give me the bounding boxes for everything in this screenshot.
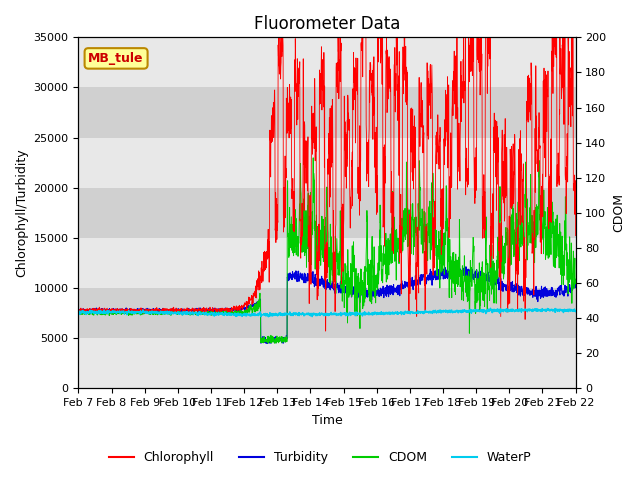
Y-axis label: Chlorophyll/Turbidity: Chlorophyll/Turbidity bbox=[15, 148, 28, 277]
Bar bbox=[79, 188, 575, 238]
Bar bbox=[79, 288, 575, 338]
Text: MB_tule: MB_tule bbox=[88, 52, 144, 65]
Legend: Chlorophyll, Turbidity, CDOM, WaterP: Chlorophyll, Turbidity, CDOM, WaterP bbox=[104, 446, 536, 469]
Y-axis label: CDOM: CDOM bbox=[612, 193, 625, 232]
Title: Fluorometer Data: Fluorometer Data bbox=[254, 15, 400, 33]
X-axis label: Time: Time bbox=[312, 414, 342, 427]
Bar bbox=[79, 87, 575, 138]
Bar bbox=[79, 338, 575, 388]
Bar bbox=[79, 37, 575, 87]
Bar bbox=[79, 238, 575, 288]
Bar bbox=[79, 138, 575, 188]
